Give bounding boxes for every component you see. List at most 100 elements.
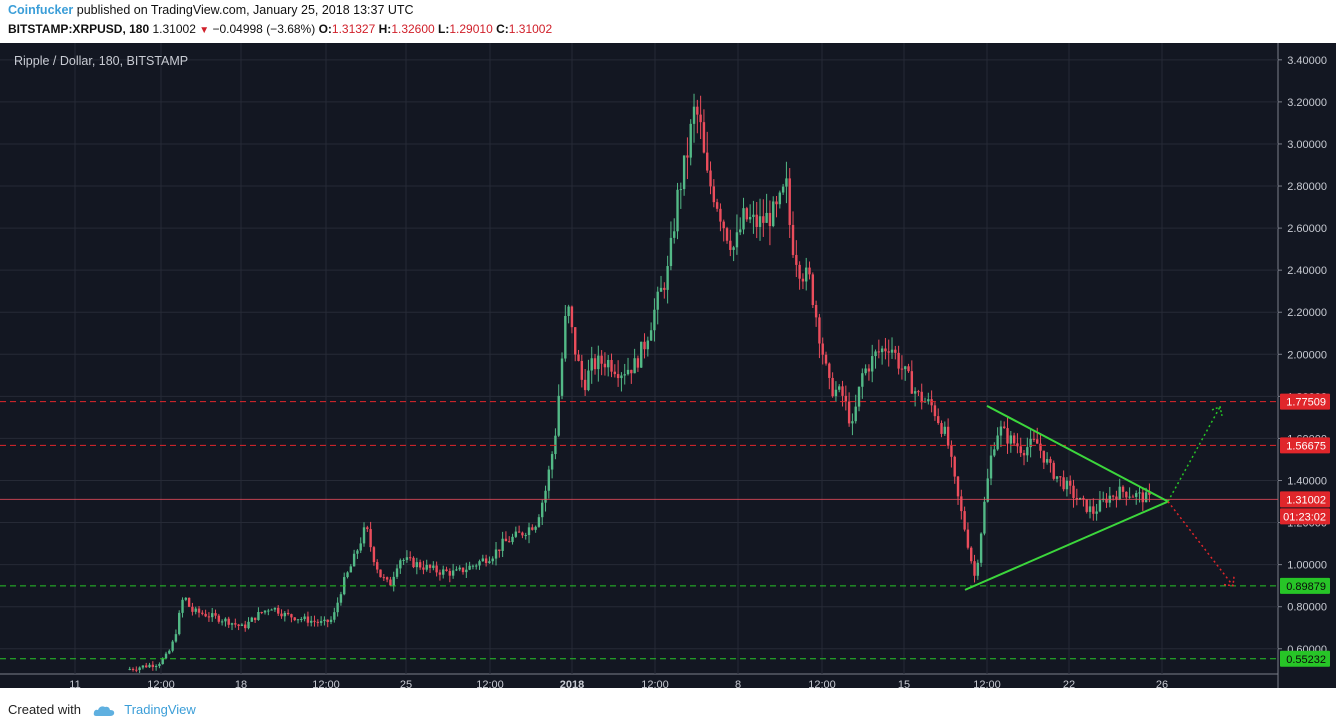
candle-body <box>293 617 296 621</box>
candle-body <box>960 496 963 512</box>
candle <box>871 344 874 383</box>
candle <box>303 613 306 622</box>
candle-body <box>465 569 468 573</box>
candle-body <box>930 399 933 406</box>
candle <box>461 567 465 575</box>
candle <box>927 392 930 405</box>
candle <box>501 531 504 558</box>
candle-body <box>821 343 824 355</box>
candle <box>904 365 907 381</box>
candle-body <box>158 664 161 667</box>
candle-body <box>141 665 145 668</box>
candle-body <box>1135 493 1138 497</box>
candle-body <box>940 423 943 434</box>
candle <box>517 525 521 533</box>
candle-body <box>1082 497 1085 500</box>
candle-body <box>412 557 415 568</box>
candle <box>323 616 326 626</box>
candle <box>244 620 247 632</box>
candle <box>339 591 343 606</box>
candle-body <box>976 562 980 576</box>
candle <box>230 622 234 631</box>
candle <box>864 364 867 376</box>
candle-body <box>547 469 551 491</box>
candle-body <box>313 620 316 622</box>
chart-area[interactable]: 0.600000.800001.000001.200001.400001.600… <box>0 43 1336 691</box>
candle-body <box>385 577 389 580</box>
candle <box>590 346 593 384</box>
candle-body <box>1144 492 1148 503</box>
candle <box>362 522 366 547</box>
candle <box>141 665 145 670</box>
candle <box>646 336 650 357</box>
candle-body <box>676 189 679 232</box>
candle <box>270 608 273 611</box>
candle <box>260 611 263 615</box>
candle-body <box>151 664 155 668</box>
candle-body <box>633 358 636 374</box>
candle-body <box>392 576 395 586</box>
candle <box>1022 449 1026 466</box>
tradingview-link[interactable]: TradingView <box>124 702 196 717</box>
y-tick-label: 2.00000 <box>1287 349 1327 361</box>
y-tick-label: 2.80000 <box>1287 181 1327 193</box>
candle <box>801 273 805 290</box>
candle-body <box>1141 492 1145 503</box>
candle <box>630 369 633 384</box>
y-tick-label: 1.40000 <box>1287 475 1327 487</box>
candle-body <box>537 517 541 527</box>
candle <box>567 304 570 324</box>
candle <box>798 261 801 290</box>
candle-body <box>597 355 600 370</box>
candle <box>607 354 610 377</box>
candle-body <box>580 360 584 380</box>
candle-body <box>161 658 164 665</box>
candle-body <box>131 668 135 670</box>
candle-body <box>303 616 306 620</box>
candle <box>963 506 966 532</box>
candle-body <box>679 189 683 191</box>
x-tick-label: 8 <box>735 679 741 688</box>
candle <box>128 666 131 671</box>
x-tick-label: 26 <box>1156 679 1168 688</box>
candle-body <box>1045 459 1049 463</box>
candle <box>174 629 178 643</box>
level-lines <box>0 401 1278 660</box>
candle <box>686 137 689 180</box>
candle <box>1009 430 1013 453</box>
candle-body <box>791 224 795 255</box>
candle <box>699 95 702 140</box>
candle <box>306 611 310 627</box>
candle-body <box>432 565 435 568</box>
candle <box>448 568 452 583</box>
candle-body <box>890 349 894 353</box>
triangle-drawing[interactable] <box>964 404 1235 591</box>
close-label: C: <box>496 22 509 36</box>
candle-body <box>834 389 838 397</box>
candle-body <box>1012 435 1016 444</box>
candle-body <box>1003 426 1006 429</box>
grid-lines <box>0 43 1278 674</box>
candle <box>1075 488 1079 506</box>
candle <box>1055 476 1059 483</box>
candle-body <box>857 386 861 407</box>
candle-body <box>1125 491 1128 498</box>
candle <box>745 206 749 222</box>
candle-body <box>468 565 471 570</box>
x-tick-label: 12:00 <box>147 679 175 688</box>
price-chart[interactable]: 0.600000.800001.000001.200001.400001.600… <box>0 43 1336 691</box>
candle <box>653 298 656 342</box>
candle <box>762 199 765 237</box>
candle-body <box>715 202 719 209</box>
candle-body <box>171 641 174 651</box>
candle-body <box>983 501 986 534</box>
author-link[interactable]: Coinfucker <box>8 3 74 17</box>
candle <box>739 217 742 236</box>
candle-body <box>323 619 326 622</box>
candle <box>979 532 983 567</box>
candle-body <box>900 368 904 370</box>
close-value: 1.31002 <box>508 22 553 36</box>
candle <box>494 541 498 566</box>
x-tick-label: 2018 <box>560 679 584 688</box>
candle-body <box>201 612 204 614</box>
